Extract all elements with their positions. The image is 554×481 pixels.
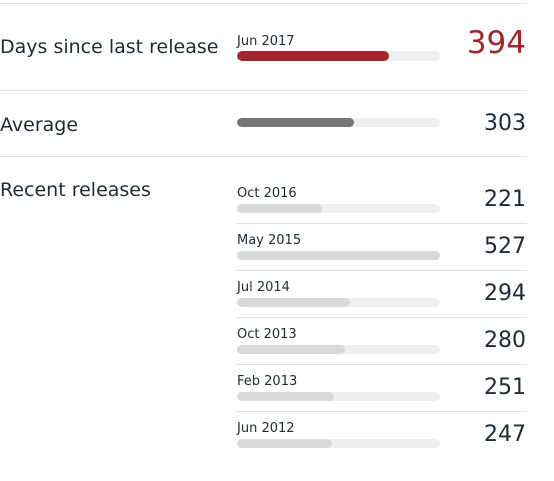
recent-release-days-value: 247 bbox=[484, 422, 526, 447]
recent-label: Recent releases bbox=[0, 179, 151, 201]
recent-release-bar-track bbox=[237, 251, 440, 260]
recent-release-days-value: 527 bbox=[484, 234, 526, 259]
divider-1 bbox=[0, 90, 527, 91]
recent-release-date: Jun 2012 bbox=[237, 421, 295, 436]
recent-release-bar-fill bbox=[237, 392, 334, 401]
recent-release-days-value: 221 bbox=[484, 187, 526, 212]
current-date: Jun 2017 bbox=[237, 34, 295, 49]
recent-release-date: Feb 2013 bbox=[237, 374, 298, 389]
current-label: Days since last release bbox=[0, 36, 219, 58]
top-divider bbox=[0, 3, 527, 4]
divider-2 bbox=[0, 156, 527, 157]
recent-release-bar-track bbox=[237, 439, 440, 448]
recent-row-divider bbox=[237, 411, 527, 412]
recent-release-days-value: 294 bbox=[484, 281, 526, 306]
recent-row-divider bbox=[237, 364, 527, 365]
current-bar-fill bbox=[237, 51, 389, 61]
average-bar-track bbox=[237, 118, 440, 127]
recent-release-date: Jul 2014 bbox=[237, 280, 290, 295]
recent-release-bar-fill bbox=[237, 251, 440, 260]
recent-release-bar-track bbox=[237, 204, 440, 213]
recent-release-days-value: 251 bbox=[484, 375, 526, 400]
recent-release-days-value: 280 bbox=[484, 328, 526, 353]
recent-release-bar-track bbox=[237, 298, 440, 307]
recent-release-bar-fill bbox=[237, 439, 332, 448]
average-label: Average bbox=[0, 114, 79, 136]
recent-release-date: May 2015 bbox=[237, 233, 302, 248]
recent-release-bar-fill bbox=[237, 345, 345, 354]
recent-row-divider bbox=[237, 317, 527, 318]
recent-release-bar-fill bbox=[237, 298, 350, 307]
current-days-value: 394 bbox=[466, 25, 526, 61]
average-days-value: 303 bbox=[484, 111, 526, 136]
recent-row-divider bbox=[237, 223, 527, 224]
recent-release-date: Oct 2013 bbox=[237, 327, 297, 342]
recent-release-date: Oct 2016 bbox=[237, 186, 297, 201]
recent-release-bar-track bbox=[237, 345, 440, 354]
current-bar-track bbox=[237, 51, 440, 61]
recent-row-divider bbox=[237, 270, 527, 271]
average-bar-fill bbox=[237, 118, 354, 127]
recent-release-bar-track bbox=[237, 392, 440, 401]
recent-release-bar-fill bbox=[237, 204, 322, 213]
